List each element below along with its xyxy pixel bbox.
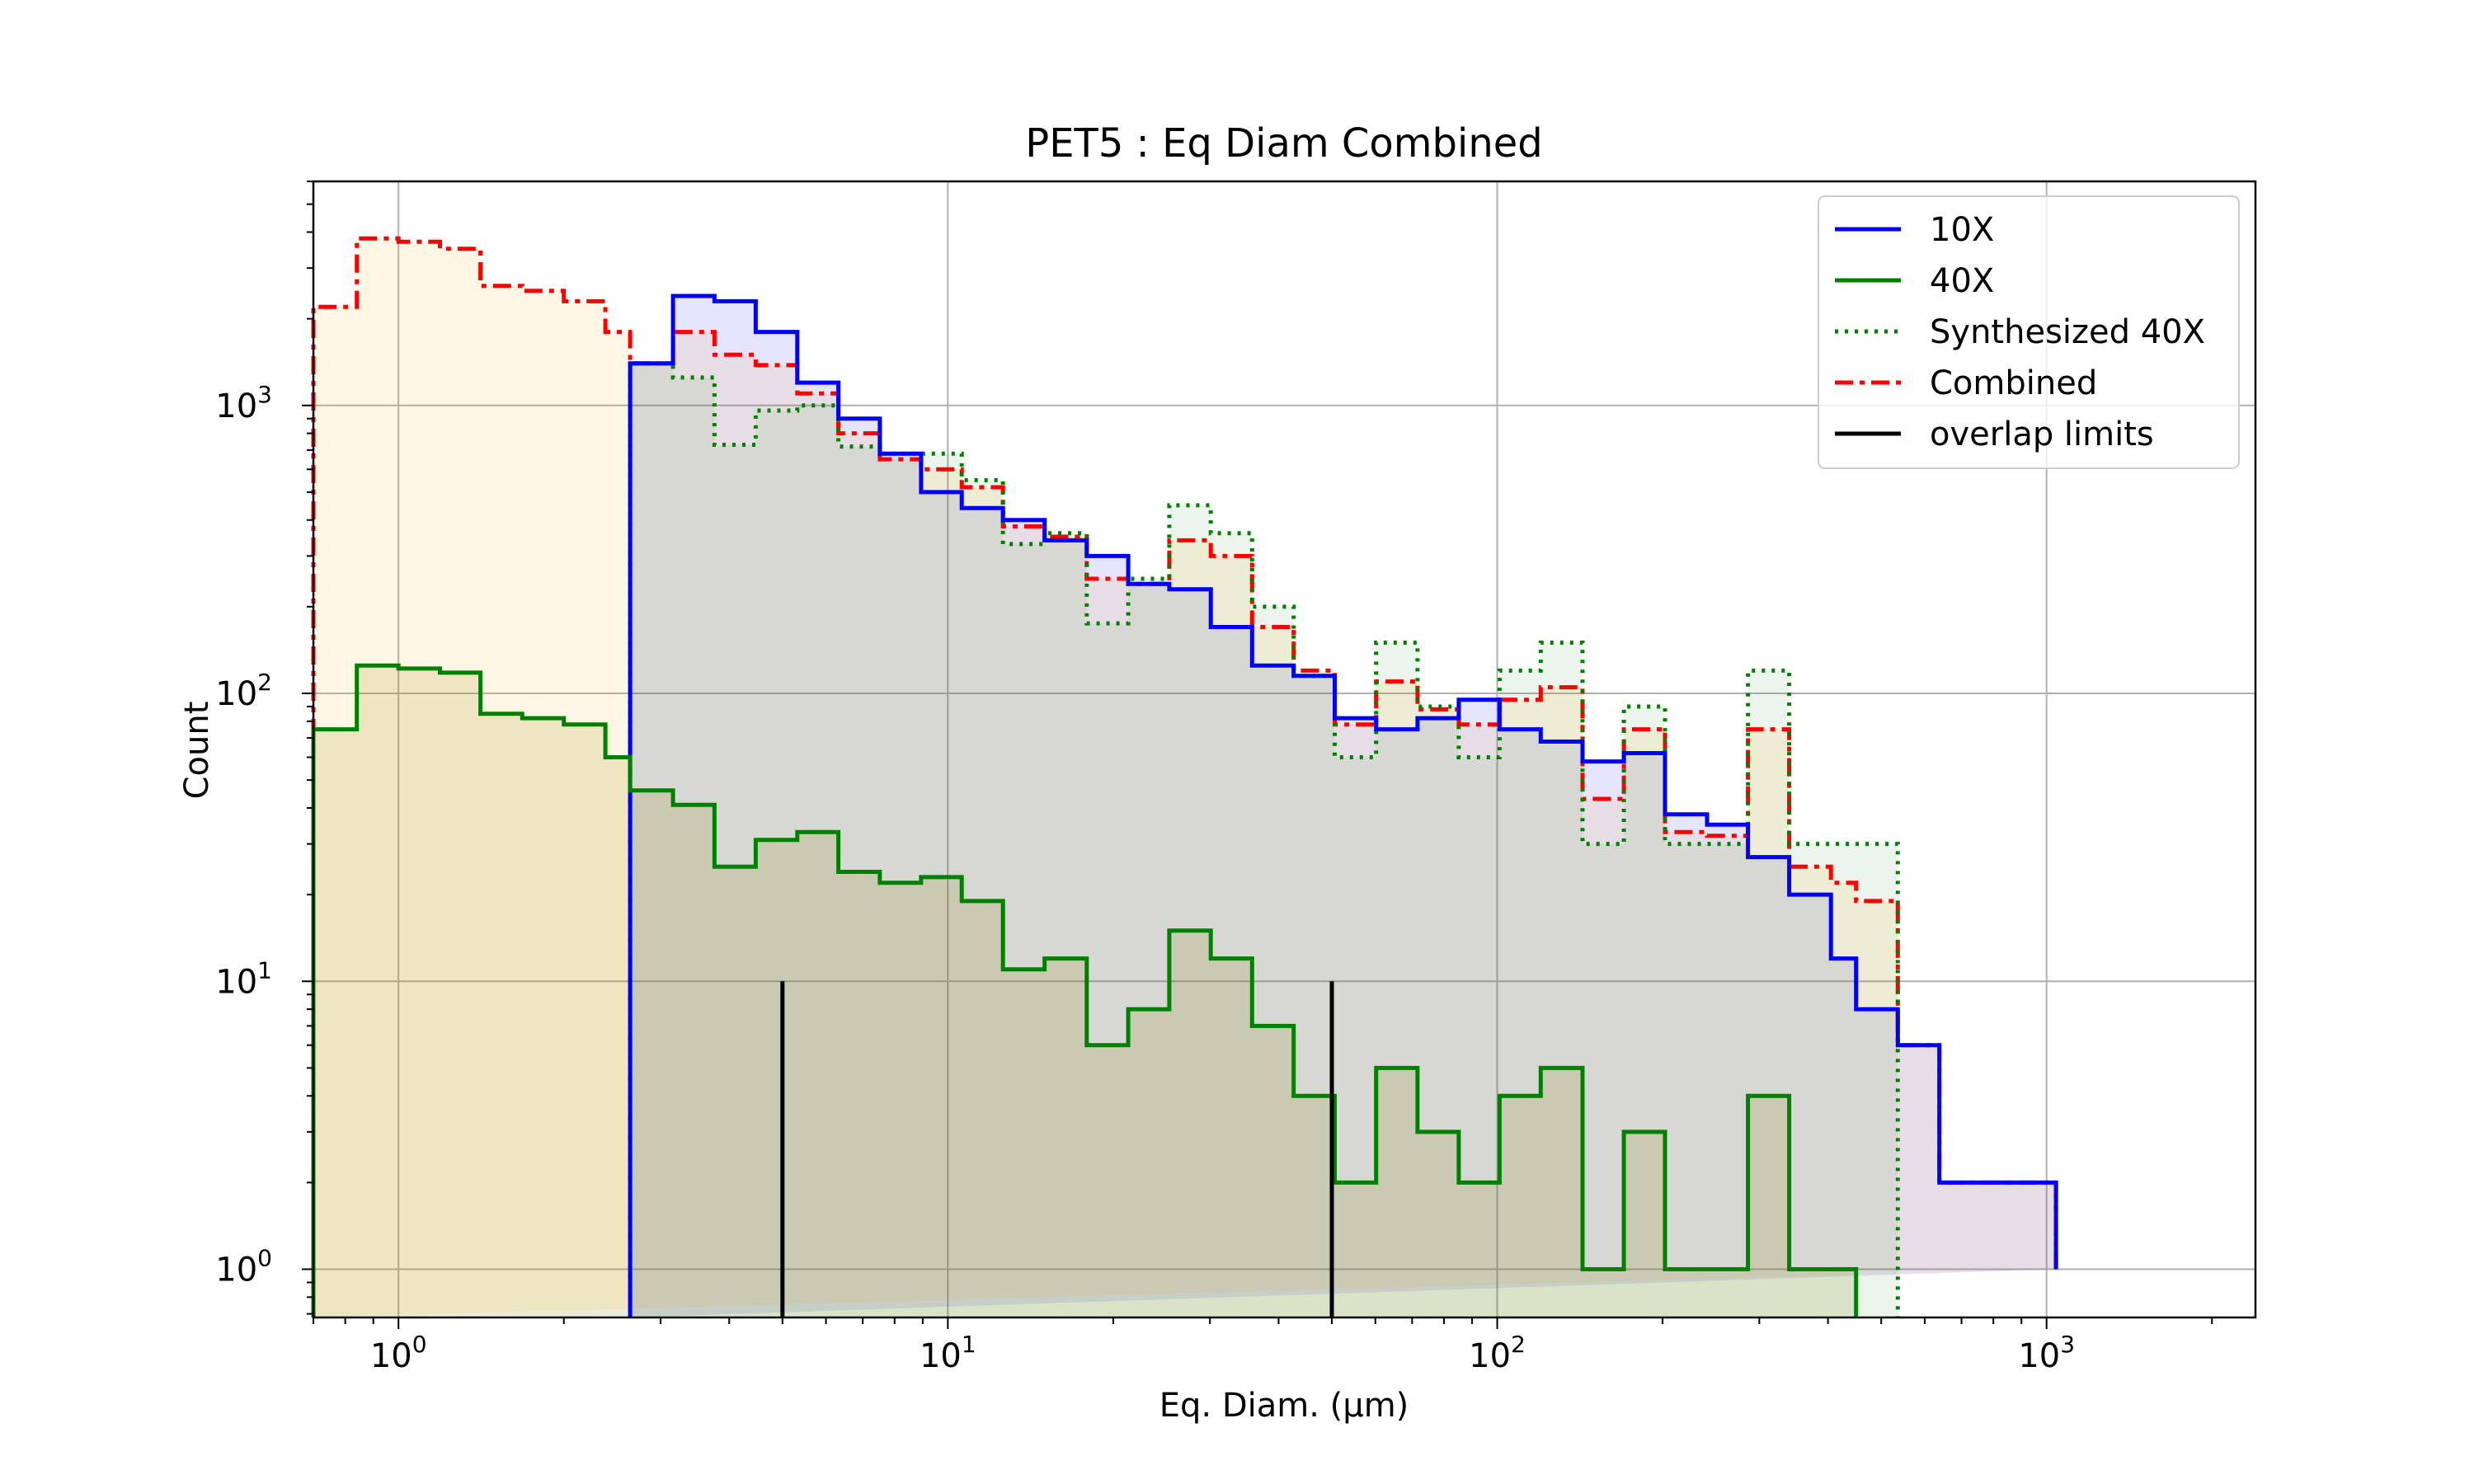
- legend-label-4: overlap limits: [1930, 416, 2154, 453]
- y-tick-label-3: 103: [215, 381, 272, 425]
- series-line-2: [628, 361, 1900, 1317]
- x-tick-label-1: 101: [920, 1331, 976, 1375]
- x-tick-label-3: 103: [2018, 1331, 2075, 1375]
- y-tick-label-1: 101: [215, 956, 272, 1001]
- series-fill-3: [313, 238, 2057, 1317]
- legend-label-2: Synthesized 40X: [1930, 313, 2205, 351]
- series-lines: [311, 236, 2058, 1317]
- legend-label-3: Combined: [1930, 364, 2097, 402]
- x-tick-labels: 100 101 102 103: [370, 1331, 2075, 1375]
- plot-frame: [312, 180, 2257, 1319]
- y-tick-label-0: 100: [215, 1245, 272, 1289]
- series-line-0: [628, 294, 2058, 1317]
- series-fills: [313, 238, 2057, 1318]
- legend-label-1: 40X: [1930, 262, 1994, 300]
- legend-box: [1818, 195, 2240, 469]
- series-line-1: [311, 663, 1859, 1317]
- overlap-limit-lines: [780, 981, 1334, 1317]
- legend: 10X 40X Synthesized 40X Combined overlap lim…: [1818, 195, 2240, 469]
- y-axis-label: Count: [178, 702, 216, 800]
- chart-title: PET5 : Eq Diam Combined: [1025, 120, 1542, 167]
- axis-ticks: [302, 181, 2213, 1329]
- y-tick-label-2: 102: [215, 669, 272, 713]
- x-tick-label-0: 100: [370, 1331, 427, 1375]
- x-axis-label: Eq. Diam. (µm): [1159, 1387, 1409, 1425]
- x-tick-label-2: 102: [1469, 1331, 1526, 1375]
- series-fill-0: [630, 296, 2057, 1317]
- legend-label-0: 10X: [1930, 211, 1994, 249]
- y-tick-labels: 100 101 102 103: [215, 381, 272, 1289]
